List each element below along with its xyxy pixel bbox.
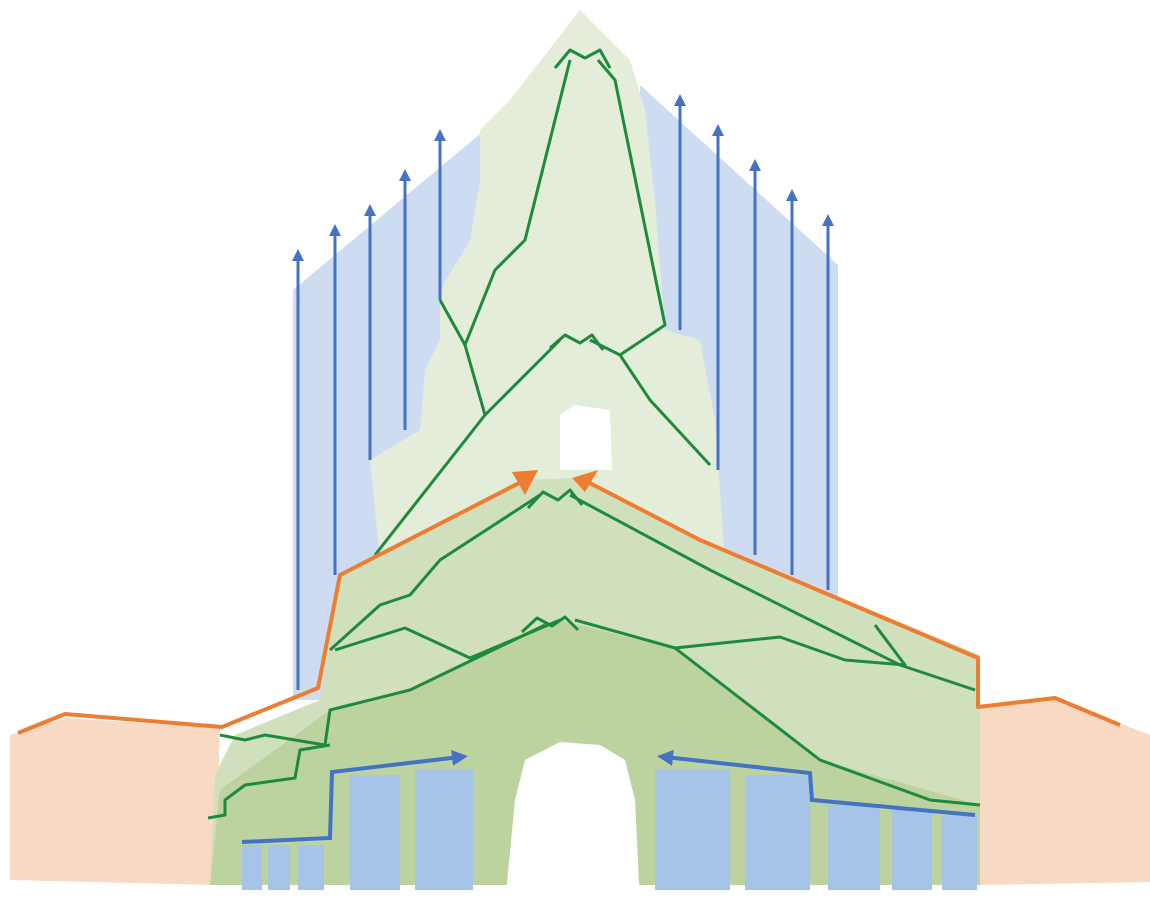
left-block xyxy=(10,718,220,885)
right-block xyxy=(980,698,1150,885)
orange-lines xyxy=(17,470,1121,735)
tower xyxy=(370,10,725,560)
arch xyxy=(505,742,640,904)
green-lines xyxy=(207,48,981,820)
bottom-arrows xyxy=(241,749,976,844)
window xyxy=(560,405,612,470)
blue-arrows xyxy=(292,94,834,690)
blue-bars xyxy=(242,770,977,890)
